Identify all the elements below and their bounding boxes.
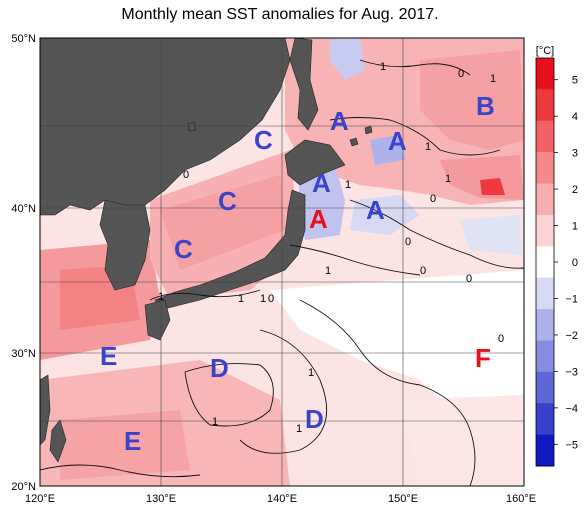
colorbar-segment (536, 214, 554, 247)
contour-label: 0 (183, 169, 189, 181)
y-tick-label: 20°N (11, 481, 36, 493)
contour-label: 1 (296, 423, 302, 435)
colorbar-segment (536, 277, 554, 310)
kyushu-island (144, 299, 171, 341)
colorbar-segment (536, 246, 554, 279)
colorbar-segment (536, 434, 554, 467)
contour-label: 0 (498, 333, 504, 345)
region-letter-a: A (388, 126, 407, 156)
colorbar-segment (536, 89, 554, 122)
region-letter-e: E (124, 426, 141, 456)
contour-label: 0 (405, 236, 411, 248)
x-tick-label: 130°E (146, 493, 176, 505)
colorbar-segment (536, 152, 554, 185)
colorbar-tick-label: 2 (572, 184, 578, 196)
contour-label: 1 (238, 293, 244, 305)
map-title: Monthly mean SST anomalies for Aug. 2017… (121, 6, 439, 23)
colorbar: [°C] 5 4 3 2 1 0 −1 −2 −3 −4 −5 (535, 45, 578, 467)
colorbar-tick-label: −3 (565, 366, 578, 378)
contour-label: 1 (325, 265, 331, 277)
colorbar-segment (536, 309, 554, 341)
contour-label: 1 (158, 291, 164, 303)
region-letter-c: C (174, 234, 193, 264)
sakhalin-island (289, 38, 319, 131)
y-tick-label: 30°N (11, 348, 36, 360)
contour-label: 0 (430, 193, 436, 205)
region-letter-a: A (366, 195, 385, 225)
map-area: 1 0 1 1 1 0 1 0 1 0 0 1 1 1 0 1 1 1 0 0 … (40, 38, 524, 486)
region-letter-a: A (330, 106, 349, 136)
colorbar-unit: [°C] (536, 45, 554, 57)
land (40, 38, 373, 463)
region-letter-c: C (254, 125, 273, 155)
grid-lines (40, 38, 524, 486)
contour-label: 1 (345, 179, 351, 191)
contour-label: 0 (466, 273, 472, 285)
y-tick-label: 50°N (11, 33, 36, 45)
colorbar-segment (536, 58, 554, 90)
colorbar-ticks: 5 4 3 2 1 0 −1 −2 −3 −4 −5 (554, 75, 578, 451)
anomaly-shading (40, 38, 524, 486)
colorbar-tick-label: −4 (565, 403, 578, 415)
contour-label: 1 (490, 73, 496, 85)
region-letter-a: A (312, 168, 331, 198)
contour-label: 1 (445, 173, 451, 185)
colorbar-segment (536, 183, 554, 216)
contour-label: 0 (268, 293, 274, 305)
china-south-coast (40, 374, 51, 446)
colorbar-tick-label: 4 (572, 111, 578, 123)
colorbar-segment (536, 403, 554, 436)
y-axis: 50°N 40°N 30°N 20°N (11, 33, 36, 493)
asia-landmass (40, 38, 291, 216)
contour-label-group: 1 0 1 1 1 0 1 0 1 0 0 1 1 1 0 1 1 1 0 0 (158, 61, 504, 435)
x-tick-label: 150°E (388, 493, 418, 505)
colorbar-tick-label: −2 (565, 330, 578, 342)
map-frame (39, 37, 525, 487)
x-tick-label: 140°E (267, 493, 297, 505)
region-letter-d: D (210, 353, 229, 383)
region-letter-f: F (475, 343, 491, 373)
hokkaido-island (284, 139, 346, 186)
region-letter-d: D (305, 404, 324, 434)
contour-label: 1 (425, 141, 431, 153)
x-axis: 120°E 130°E 140°E 150°E 160°E (25, 493, 536, 505)
colorbar-tick-label: 1 (572, 221, 578, 233)
honshu-island (154, 189, 306, 311)
colorbar-tick-label: 5 (572, 75, 578, 87)
x-tick-label: 160°E (506, 493, 536, 505)
colorbar-segments (536, 58, 554, 467)
contour-label: 1 (212, 416, 218, 428)
colorbar-tick-label: −1 (565, 293, 578, 305)
korea-peninsula (99, 199, 151, 291)
region-letter-c: C (218, 186, 237, 216)
contour-lines (40, 59, 524, 486)
y-tick-label: 40°N (11, 203, 36, 215)
region-letter-e: E (100, 341, 117, 371)
contour-label: 1 (260, 293, 266, 305)
contour-label: 1 (380, 61, 386, 73)
taiwan-island (49, 419, 67, 463)
colorbar-tick-label: 0 (572, 257, 578, 269)
region-letter-a-red: A (309, 204, 328, 234)
x-tick-label: 120°E (25, 493, 55, 505)
contour-label: 1 (308, 367, 314, 379)
contour-label: 0 (420, 265, 426, 277)
colorbar-segment (536, 371, 554, 404)
region-letter-b: B (476, 91, 495, 121)
colorbar-segment (536, 340, 554, 373)
colorbar-tick-label: 3 (572, 148, 578, 160)
colorbar-tick-label: −5 (565, 439, 578, 451)
contour-label: 0 (458, 68, 464, 80)
region-letters: A A A A A B C C C D D E E F (100, 91, 495, 456)
colorbar-segment (536, 120, 554, 153)
